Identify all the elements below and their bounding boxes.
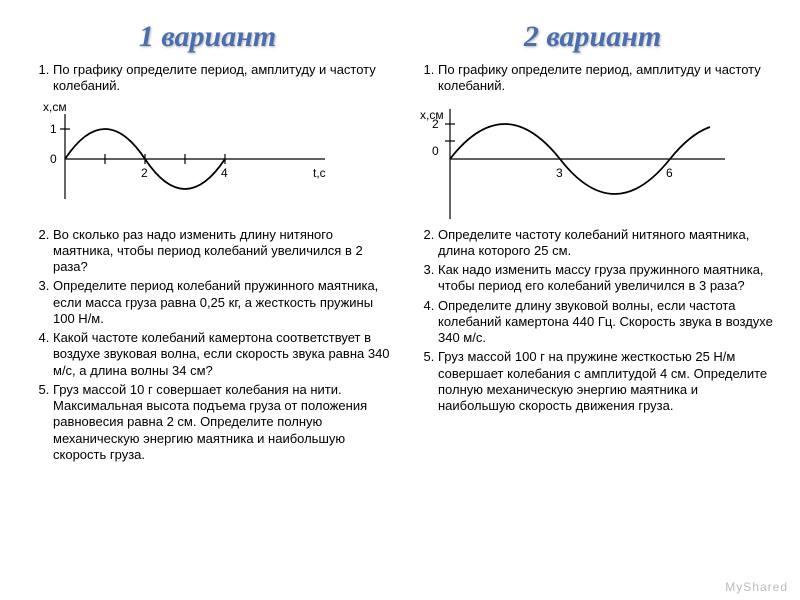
- variant2-list-cont: Определите частоту колебаний нитяного ма…: [410, 227, 775, 415]
- variant1-list: По графику определите период, амплитуду …: [25, 62, 390, 95]
- graph1-amp-label: 1: [50, 122, 57, 136]
- graph1-xtick-2: 2: [141, 166, 148, 180]
- graph1-xlabel: t,с: [313, 166, 326, 180]
- variant1-q5: Груз массой 10 г совершает колебания на …: [53, 382, 390, 463]
- variant2-q5: Груз массой 100 г на пружине жесткостью …: [438, 349, 775, 414]
- variant1-q3: Определите период колебаний пружинного м…: [53, 278, 390, 327]
- graph2-amp-label: 2: [432, 117, 439, 131]
- variant1-graph: х,см 1 0 2 4 t,с: [25, 99, 390, 219]
- variant2-graph: х,см 2 0 3 6: [410, 99, 775, 219]
- variant1-column: 1 вариант По графику определите период, …: [25, 20, 390, 466]
- graph1-xtick-4: 4: [221, 166, 228, 180]
- variant2-q3: Как надо изменить массу груза пружинного…: [438, 262, 775, 295]
- graph1-zero: 0: [50, 152, 57, 166]
- graph2-xtick-6: 6: [666, 166, 673, 180]
- variant1-q2: Во сколько раз надо изменить длину нитян…: [53, 227, 390, 276]
- variant1-list-cont: Во сколько раз надо изменить длину нитян…: [25, 227, 390, 464]
- graph2-zero: 0: [432, 144, 439, 158]
- variant2-list: По графику определите период, амплитуду …: [410, 62, 775, 95]
- variant1-q1: По графику определите период, амплитуду …: [53, 62, 390, 95]
- variant1-title: 1 вариант: [25, 20, 390, 54]
- variant2-q4: Определите длину звуковой волны, если ча…: [438, 298, 775, 347]
- variant1-q4: Какой частоте колебаний камертона соотве…: [53, 330, 390, 379]
- variant2-column: 2 вариант По графику определите период, …: [410, 20, 775, 466]
- variant2-q1: По графику определите период, амплитуду …: [438, 62, 775, 95]
- variant2-q2: Определите частоту колебаний нитяного ма…: [438, 227, 775, 260]
- watermark: MyShared: [725, 580, 788, 594]
- variant2-title: 2 вариант: [410, 20, 775, 54]
- graph2-xtick-3: 3: [556, 166, 563, 180]
- columns-container: 1 вариант По графику определите период, …: [25, 20, 775, 466]
- graph1-ylabel: х,см: [43, 100, 67, 114]
